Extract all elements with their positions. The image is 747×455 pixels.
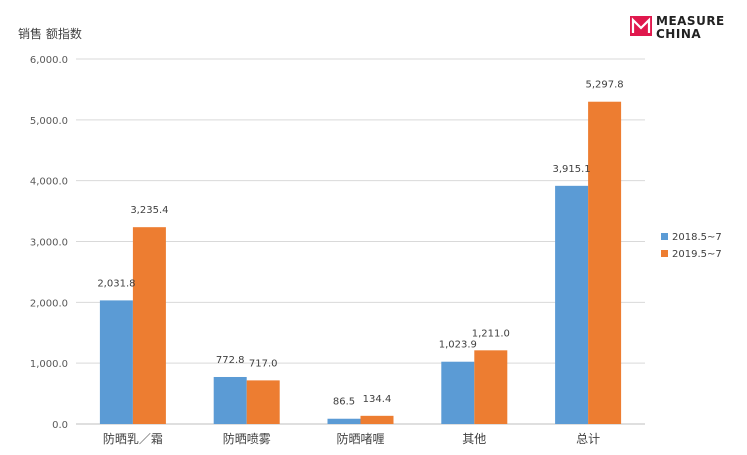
data-label: 5,297.8 (586, 80, 624, 91)
y-tick-label: 1,000.0 (30, 359, 68, 370)
y-tick-label: 6,000.0 (30, 55, 68, 66)
legend-swatch (661, 250, 668, 257)
data-label: 1,023.9 (439, 340, 477, 351)
bar-2018-2 (327, 418, 361, 424)
y-tick-label: 2,000.0 (30, 298, 68, 309)
y-axis-title: 销售 额指数 (18, 26, 82, 41)
data-label: 2,031.8 (97, 278, 135, 289)
x-axis-categories: 防晒乳／霜 防晒喷雾 防晒啫喱 其他 总计 (103, 431, 600, 446)
data-label: 3,235.4 (130, 205, 168, 216)
data-label: 134.4 (363, 394, 392, 405)
y-tick-label: 0.0 (52, 420, 68, 431)
legend-label: 2018.5~7 (672, 232, 722, 243)
bar-2018-3 (441, 361, 475, 424)
data-labels: 2,031.8 3,235.4 772.8 717.0 86.5 134.4 1,023.9… (97, 80, 623, 408)
bar-2018-1 (213, 376, 247, 424)
bar-2019-1 (246, 380, 280, 424)
x-category-label: 其他 (462, 432, 486, 446)
x-category-label: 防晒乳／霜 (103, 431, 163, 446)
x-category-label: 防晒喷雾 (223, 431, 271, 446)
bar-2019-4 (588, 101, 622, 424)
x-category-label: 总计 (576, 432, 600, 446)
y-tick-label: 3,000.0 (30, 238, 68, 249)
y-axis-ticks: 0.0 1,000.0 2,000.0 3,000.0 4,000.0 5,000.0 6,… (30, 55, 68, 431)
brand-logo: MEASURE CHINA (630, 14, 725, 41)
x-category-label: 防晒啫喱 (336, 431, 384, 446)
bar-2018-4 (555, 185, 589, 424)
bar-2019-0 (132, 227, 166, 424)
data-label: 1,211.0 (472, 328, 510, 339)
legend: 2018.5~7 2019.5~7 (661, 232, 722, 260)
legend-swatch (661, 233, 668, 240)
legend-label: 2019.5~7 (672, 249, 722, 260)
data-label: 86.5 (333, 397, 355, 408)
bars (99, 101, 622, 424)
brand-logo-m-glyph (631, 17, 651, 33)
bar-2019-2 (360, 415, 394, 424)
bar-2018-0 (99, 300, 133, 424)
brand-name-line1: MEASURE (656, 14, 725, 28)
bar-2019-3 (474, 350, 508, 424)
data-label: 717.0 (249, 358, 278, 369)
y-tick-label: 4,000.0 (30, 177, 68, 188)
data-label: 3,915.1 (553, 164, 591, 175)
y-tick-label: 5,000.0 (30, 116, 68, 127)
brand-name-line2: CHINA (656, 27, 701, 41)
data-label: 772.8 (216, 355, 245, 366)
